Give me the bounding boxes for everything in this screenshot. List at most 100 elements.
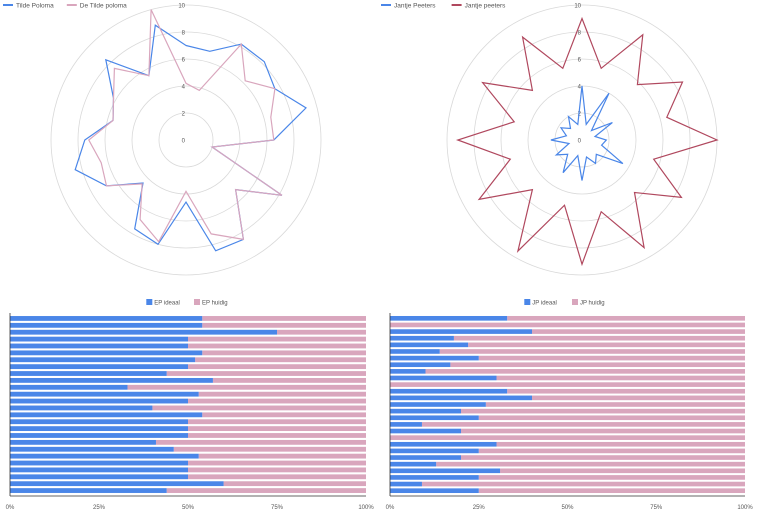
bar-ideaal: [10, 467, 188, 473]
series-1-line: [550, 85, 624, 181]
grid-ring: [131, 85, 241, 195]
legend-label: JP huidig: [580, 301, 605, 307]
bar-ideaal: [390, 329, 532, 334]
bar-ideaal: [390, 475, 479, 480]
bar-huidig: [485, 402, 745, 407]
bar-chart-ep: EP ideaal EP huidig 0% 25% 50% 75% 100%: [0, 292, 379, 518]
r-tick-label: 10: [178, 4, 185, 10]
bar-huidig: [450, 362, 745, 368]
bar-huidig: [223, 481, 366, 487]
bar-huidig: [468, 342, 745, 348]
x-tick-label: 75%: [271, 505, 284, 511]
x-tick-label: 0%: [6, 505, 15, 511]
bar-ideaal: [10, 446, 174, 452]
bar-huidig: [188, 474, 366, 480]
bar-ideaal: [390, 362, 451, 368]
bar-ideaal: [390, 422, 422, 427]
bar-huidig: [277, 329, 366, 335]
bar-chart-jp: JP ideaal JP huidig 0% 25% 50% 75% 100%: [379, 292, 757, 518]
bar-ideaal: [10, 405, 153, 411]
bar-ideaal: [10, 316, 203, 321]
bar-ideaal: [10, 343, 188, 349]
x-tick-label: 25%: [473, 505, 486, 511]
x-tick-label: 50%: [182, 505, 195, 511]
bar-ideaal: [390, 375, 497, 381]
bar-huidig: [188, 398, 366, 404]
bar-huidig: [212, 377, 366, 383]
bar-huidig: [500, 468, 745, 474]
bar-huidig: [188, 467, 366, 473]
x-tick-label: 75%: [650, 505, 663, 511]
bar-ideaal: [390, 349, 440, 354]
bar-ideaal: [390, 448, 479, 454]
bar-ideaal: [390, 408, 461, 414]
legend-swatch: [524, 299, 531, 305]
bar2-svg: JP ideaal JP huidig 0% 25% 50% 75% 100%: [386, 299, 753, 511]
bar-ideaal: [390, 461, 437, 467]
bar-ideaal: [390, 402, 486, 407]
legend-swatch: [572, 299, 578, 305]
r-tick-label: 4: [182, 85, 186, 91]
bar-ideaal: [390, 415, 479, 421]
r-tick-label: 8: [578, 31, 582, 37]
bar-huidig: [188, 419, 366, 425]
bar-huidig: [532, 395, 745, 401]
bar-ideaal: [10, 350, 203, 356]
bar-huidig: [439, 349, 745, 354]
bar-huidig: [478, 448, 745, 454]
legend-label: EP ideaal: [154, 301, 180, 307]
series-2-line: [455, 16, 719, 267]
grid-ring: [446, 4, 718, 276]
legend-label: De Tilde poloma: [80, 3, 127, 10]
bar-ideaal: [10, 426, 188, 432]
bar-huidig: [421, 481, 745, 487]
r-tick-label: 8: [182, 31, 186, 37]
bar-huidig: [496, 441, 745, 447]
bar-huidig: [127, 384, 366, 390]
bar-huidig: [478, 415, 745, 421]
grid-ring: [158, 112, 214, 168]
bar-huidig: [195, 357, 366, 363]
bar-huidig: [166, 371, 366, 376]
bar-huidig: [478, 475, 745, 480]
bar-huidig: [478, 488, 745, 494]
bar-huidig: [461, 408, 745, 414]
legend-label: JP ideaal: [532, 301, 557, 307]
bar-huidig: [532, 329, 745, 334]
grid-ring: [77, 31, 295, 249]
bar-huidig: [453, 335, 745, 341]
bar-ideaal: [10, 453, 199, 459]
bar-ideaal: [390, 468, 501, 474]
radar1-svg: Tilde Poloma De Tilde poloma 0 2 4 6 8 10: [3, 3, 322, 276]
bar-ideaal: [390, 455, 461, 460]
bar-ideaal: [10, 419, 188, 425]
bar-ideaal: [10, 364, 188, 370]
r-tick-label: 0: [578, 139, 582, 145]
bar-huidig: [188, 336, 366, 342]
bar-ideaal: [10, 481, 224, 487]
bar-huidig: [202, 316, 366, 321]
bar-ideaal: [10, 391, 199, 397]
bar-huidig: [496, 375, 745, 381]
bar-huidig: [188, 364, 366, 370]
bar-ideaal: [10, 439, 156, 445]
bar-ideaal: [10, 329, 277, 335]
r-tick-label: 6: [182, 58, 186, 64]
bar-huidig: [155, 439, 366, 445]
bar-ideaal: [10, 322, 203, 328]
bar-ideaal: [390, 428, 461, 434]
bar-ideaal: [390, 342, 469, 348]
bar-ideaal: [390, 369, 426, 374]
bar-ideaal: [10, 357, 196, 363]
bar-huidig: [507, 388, 745, 394]
radar-chart-jp: Jantje Peeters Jantje peeters 0 2 4 6 8 10: [378, 0, 757, 290]
bar-huidig: [202, 412, 366, 418]
bar-ideaal: [10, 488, 167, 493]
r-tick-label: 6: [578, 58, 582, 64]
r-tick-label: 10: [574, 4, 581, 10]
bar1-svg: EP ideaal EP huidig 0% 25% 50% 75% 100%: [6, 299, 374, 511]
legend-swatch: [146, 299, 153, 305]
bar-huidig: [188, 426, 366, 432]
bar-ideaal: [10, 384, 128, 390]
bar-huidig: [188, 343, 366, 349]
